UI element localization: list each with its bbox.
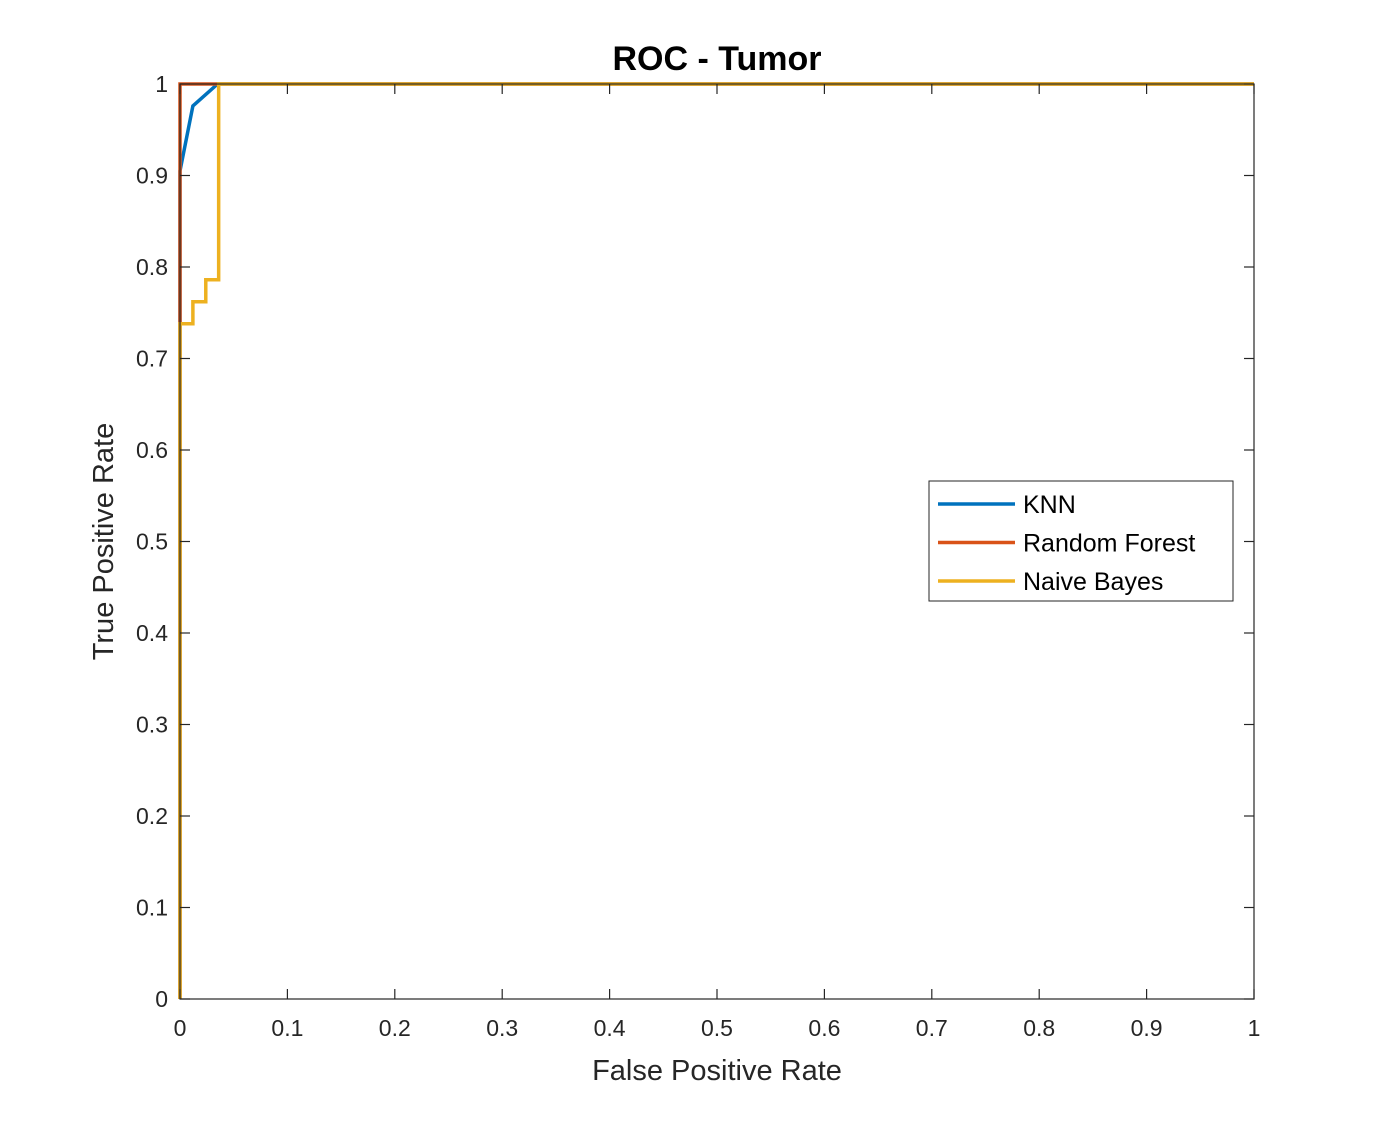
legend-label: Random Forest — [1023, 530, 1195, 558]
legend-label: KNN — [1023, 491, 1076, 519]
x-tick-label: 1 — [1248, 1015, 1261, 1041]
y-tick-label: 0.6 — [136, 437, 168, 463]
x-axis-label: False Positive Rate — [592, 1055, 842, 1087]
x-tick-label: 0.2 — [379, 1015, 411, 1041]
y-tick-label: 0.3 — [136, 712, 168, 738]
x-tick-label: 0.5 — [701, 1015, 733, 1041]
y-tick-label: 0.9 — [136, 163, 168, 189]
x-tick-label: 0.4 — [594, 1015, 626, 1041]
series-line-naive-bayes — [178, 82, 1254, 999]
x-tick-label: 0.6 — [808, 1015, 840, 1041]
y-tick-label: 0.4 — [136, 620, 168, 646]
y-tick-label: 0.2 — [136, 803, 168, 829]
y-axis-ticks: 0 0.1 0.2 0.3 0.4 0.5 0.6 0.7 0.8 0.9 1 — [136, 71, 1254, 1012]
legend-label: Naive Bayes — [1023, 568, 1163, 596]
x-tick-label: 0.8 — [1023, 1015, 1055, 1041]
y-tick-label: 1 — [155, 71, 168, 97]
y-tick-label: 0.5 — [136, 529, 168, 555]
y-axis-label: True Positive Rate — [88, 423, 120, 660]
x-tick-label: 0.1 — [271, 1015, 303, 1041]
x-tick-label: 0 — [174, 1015, 187, 1041]
y-tick-label: 0.8 — [136, 254, 168, 280]
x-tick-label: 0.3 — [486, 1015, 518, 1041]
chart-title: ROC - Tumor — [612, 40, 821, 78]
legend: KNN Random Forest Naive Bayes — [928, 480, 1234, 602]
y-tick-label: 0.7 — [136, 346, 168, 372]
x-tick-label: 0.7 — [916, 1015, 948, 1041]
x-axis-ticks: 0 0.1 0.2 0.3 0.4 0.5 0.6 0.7 0.8 0.9 1 — [174, 84, 1261, 1041]
x-tick-label: 0.9 — [1131, 1015, 1163, 1041]
y-tick-label: 0 — [155, 986, 168, 1012]
y-tick-label: 0.1 — [136, 895, 168, 921]
